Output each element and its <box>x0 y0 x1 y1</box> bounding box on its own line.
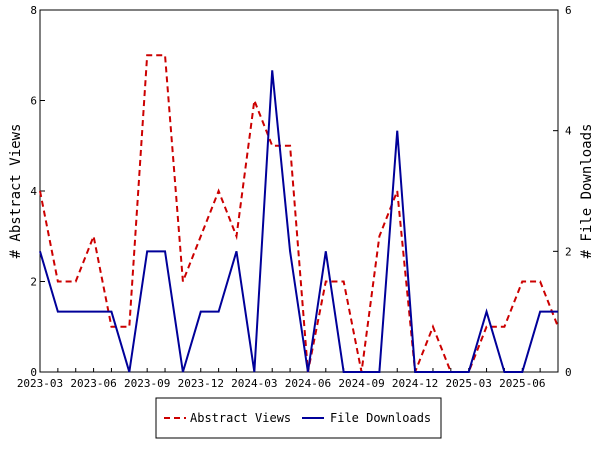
x-tick-label: 2023-09 <box>124 377 170 390</box>
x-tick-label: 2023-06 <box>70 377 116 390</box>
x-tick-label: 2025-03 <box>446 377 492 390</box>
y2-tick-label: 2 <box>565 245 572 258</box>
legend: Abstract Views File Downloads <box>155 397 442 439</box>
x-tick-label: 2025-06 <box>499 377 545 390</box>
x-tick-label: 2024-06 <box>285 377 331 390</box>
legend-label-file-downloads: File Downloads <box>330 411 431 425</box>
y2-axis-title: # File Downloads <box>579 124 595 259</box>
y-tick-label: 6 <box>30 95 37 108</box>
x-tick-label: 2024-12 <box>392 377 438 390</box>
x-tick-label: 2023-03 <box>17 377 63 390</box>
series-line-file-downloads <box>39 70 558 373</box>
y-tick-label: 8 <box>30 4 37 17</box>
legend-label-abstract-views: Abstract Views <box>190 411 291 425</box>
y-tick-label: 2 <box>30 276 37 289</box>
x-axis: 2023-03 2023-06 2023-09 2023-12 2024-03 2024-… <box>17 368 559 390</box>
x-tick-label: 2024-03 <box>231 377 277 390</box>
series-layer <box>39 54 559 373</box>
x-tick-label: 2024-09 <box>338 377 384 390</box>
right-axis: 0 2 4 6 <box>553 4 572 379</box>
x-tick-label: 2023-12 <box>178 377 224 390</box>
left-axis: 0 2 4 6 8 <box>30 4 45 379</box>
y-tick-label: 0 <box>30 366 37 379</box>
y-axis-title: # Abstract Views <box>8 124 24 259</box>
y2-tick-label: 6 <box>565 4 572 17</box>
y2-tick-label: 0 <box>565 366 572 379</box>
y2-tick-label: 4 <box>565 125 572 138</box>
legend-box <box>155 397 442 439</box>
y-tick-label: 4 <box>30 185 37 198</box>
